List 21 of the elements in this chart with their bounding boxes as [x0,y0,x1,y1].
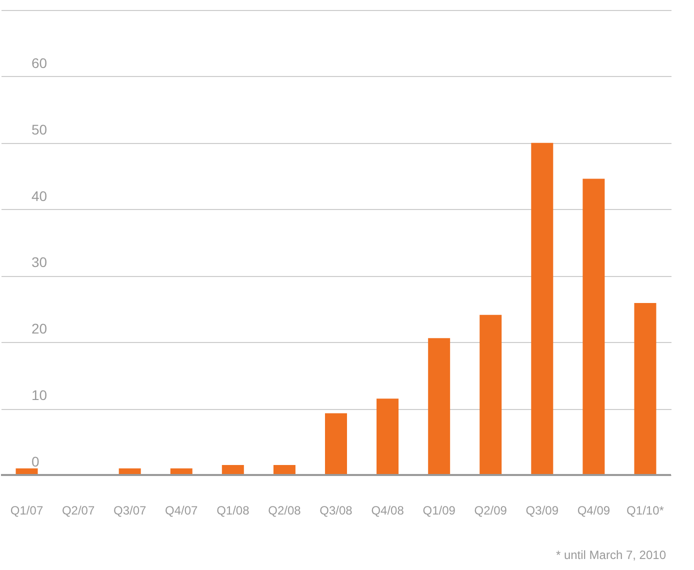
x-tick-label: Q4/07 [165,504,198,518]
x-tick-label: Q1/07 [10,504,44,518]
x-tick-label: Q2/09 [474,504,508,518]
x-tick-label: Q1/09 [422,504,456,518]
y-tick-label: 10 [32,387,48,404]
text: * until March 7, 2010 [556,548,666,562]
x-tick-label: Q2/07 [62,504,95,518]
x-tick-label: Q1/10* [626,504,664,518]
x-tick-label: Q3/07 [113,504,147,518]
x-tick-label: Q3/08 [320,504,353,518]
y-tick-label: 0 [32,454,40,470]
y-tick-label: 20 [32,320,48,337]
y-tick-label: 30 [32,254,48,270]
y-tick-label: 40 [32,188,48,204]
x-tick-label: Q3/09 [526,504,559,518]
x-tick-label: Q1/08 [216,504,250,518]
x-tick-label: Q2/08 [268,504,302,518]
y-tick-label: 50 [32,121,48,138]
y-tick-label: 60 [32,54,48,71]
x-tick-label: Q4/08 [371,504,404,518]
x-tick-label: Q4/09 [577,504,610,518]
